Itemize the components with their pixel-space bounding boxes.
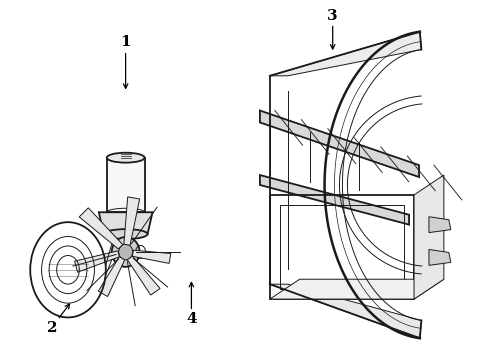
Polygon shape — [270, 32, 421, 76]
Polygon shape — [74, 251, 120, 272]
Text: 3: 3 — [327, 9, 338, 23]
Polygon shape — [99, 212, 152, 234]
Ellipse shape — [104, 229, 147, 239]
Text: 4: 4 — [186, 312, 196, 326]
Ellipse shape — [112, 237, 140, 267]
Polygon shape — [260, 111, 419, 177]
Text: 2: 2 — [48, 321, 58, 335]
Ellipse shape — [119, 244, 133, 260]
Polygon shape — [260, 175, 409, 225]
Polygon shape — [132, 250, 171, 264]
Polygon shape — [429, 249, 451, 265]
Polygon shape — [270, 279, 444, 299]
Polygon shape — [107, 158, 145, 212]
Polygon shape — [79, 208, 122, 249]
Polygon shape — [124, 197, 140, 245]
Polygon shape — [98, 257, 124, 297]
Polygon shape — [414, 175, 444, 299]
Polygon shape — [127, 256, 160, 295]
Polygon shape — [270, 284, 421, 338]
Text: 1: 1 — [121, 36, 131, 49]
Polygon shape — [429, 217, 451, 233]
Ellipse shape — [107, 153, 145, 163]
